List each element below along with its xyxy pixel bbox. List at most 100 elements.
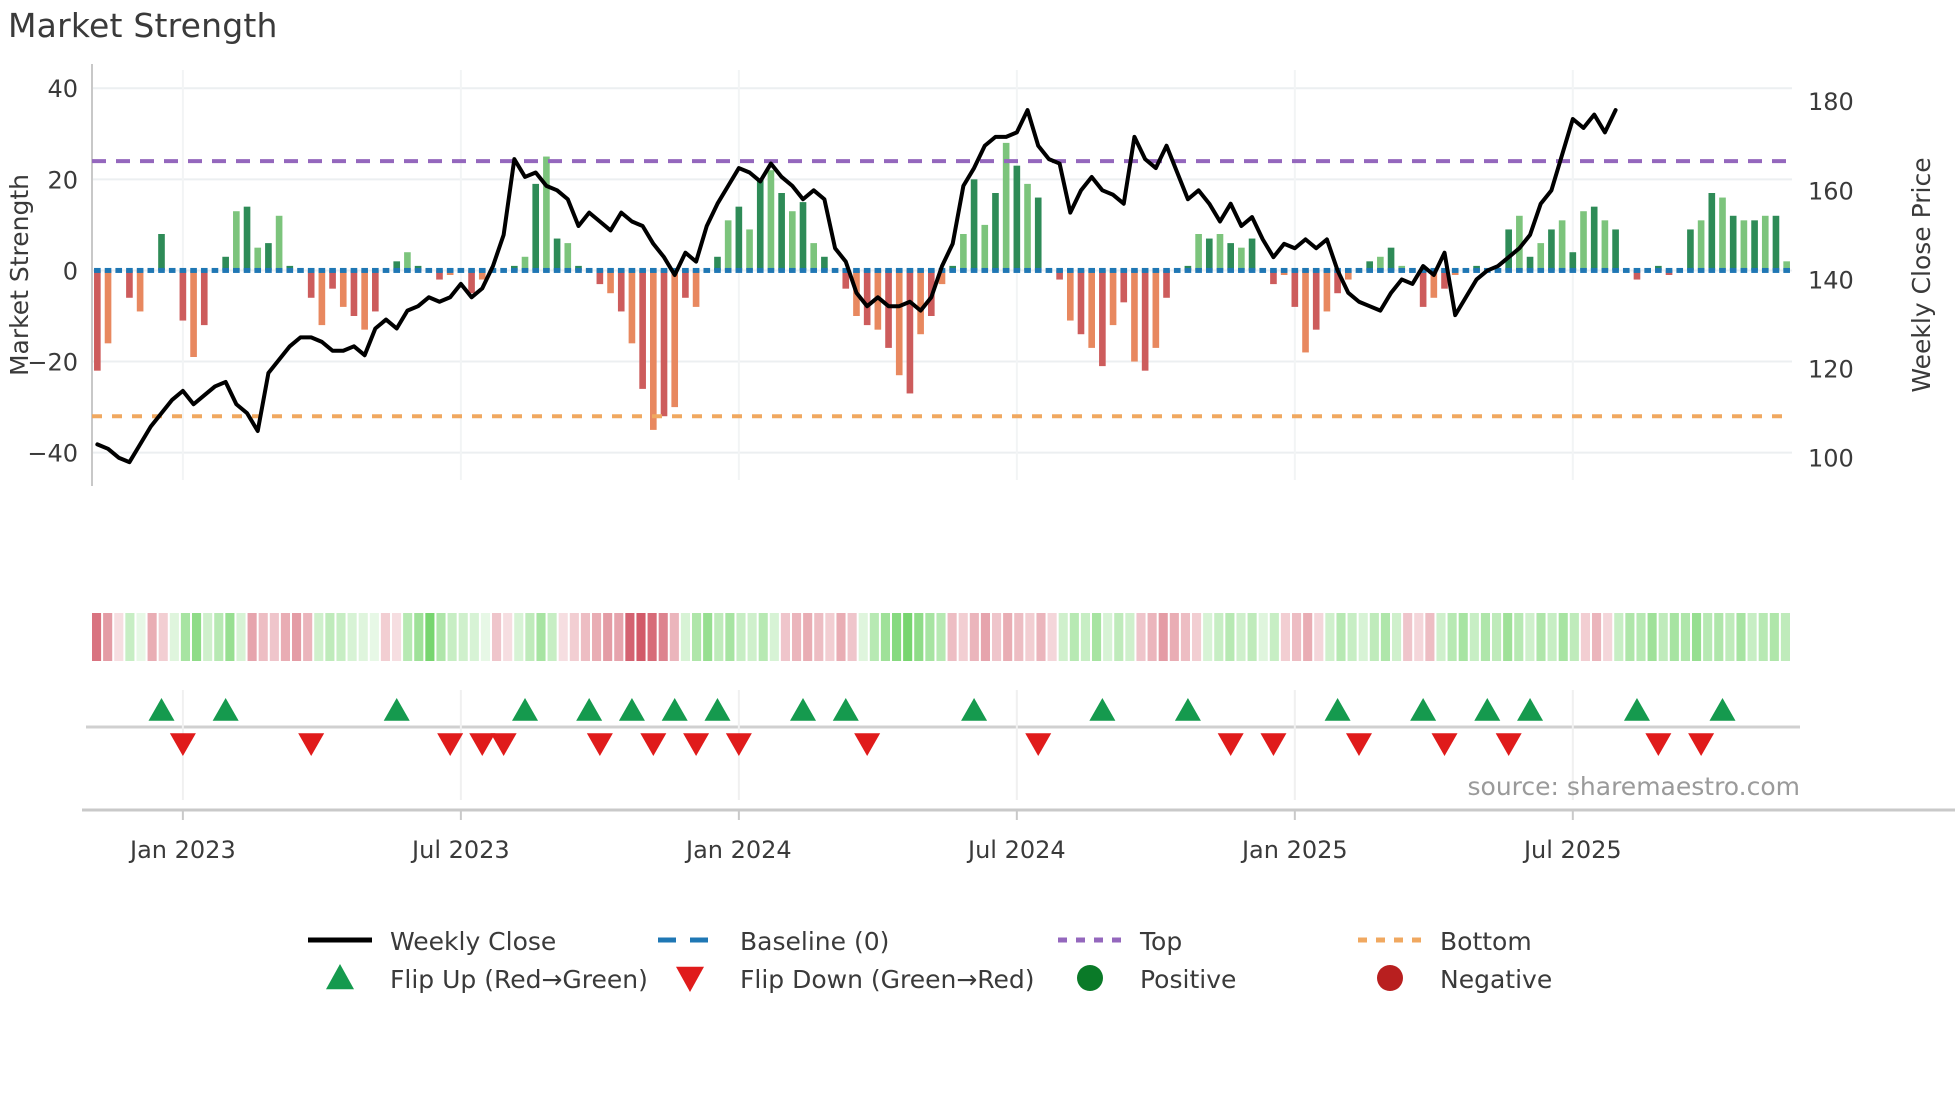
flip-down-marker (169, 733, 196, 756)
flip-up-marker (1089, 698, 1116, 721)
strength-bar (468, 270, 475, 294)
flip-up-marker (1174, 698, 1201, 721)
strength-bar (1783, 261, 1790, 271)
legend-item[interactable]: Baseline (0) (658, 927, 889, 956)
plot-area (91, 64, 1792, 486)
strength-bar (254, 247, 262, 271)
legend-item[interactable]: Positive (1077, 965, 1236, 994)
flip-markers (86, 690, 1800, 800)
heatmap-cell (1625, 613, 1635, 661)
legend-item[interactable]: Bottom (1358, 927, 1532, 956)
heatmap-cell (969, 613, 979, 661)
x-axis-tick-label: Jul 2023 (410, 836, 510, 864)
heatmap-cell (747, 613, 757, 661)
strength-bar (1377, 256, 1384, 271)
strength-bar (1687, 229, 1694, 271)
heatmap-cell (614, 613, 624, 661)
heatmap-cell (1269, 613, 1279, 661)
strength-bar (1430, 270, 1438, 298)
page-title: Market Strength (8, 6, 278, 45)
strength-bar (1516, 215, 1523, 271)
strength-bar (243, 206, 251, 271)
strength-bar (104, 270, 112, 344)
strength-bar (1056, 270, 1063, 280)
heatmap-cell (480, 613, 490, 661)
strength-bar (1270, 270, 1277, 285)
strength-bar (1580, 211, 1587, 271)
heatmap-cell (1636, 613, 1646, 661)
strength-bar (1387, 247, 1395, 271)
legend-label: Baseline (0) (740, 927, 889, 956)
heatmap-cell (603, 613, 613, 661)
strength-bar (190, 270, 197, 357)
y2-axis-title: Weekly Close Price (1907, 157, 1936, 392)
heatmap-cell (1058, 613, 1068, 661)
strength-bar (136, 270, 144, 312)
heatmap-cell (1503, 613, 1513, 661)
heatmap-cell (1069, 613, 1079, 661)
heatmap-cell (625, 613, 635, 661)
legend-label: Flip Up (Red→Green) (390, 965, 648, 994)
flip-down-marker (854, 733, 881, 756)
heatmap-cell (514, 613, 524, 661)
flip-up-marker (576, 698, 603, 721)
heatmap-cell (1592, 613, 1602, 661)
y2-axis-tick-label: 100 (1808, 445, 1854, 473)
heatmap-cell (492, 613, 502, 661)
strength-bar (126, 270, 133, 298)
strength-bar (1195, 234, 1202, 271)
heatmap-cell (1203, 613, 1213, 661)
strength-bar (1537, 243, 1545, 271)
strength-bar (372, 270, 379, 312)
strength-bar (233, 211, 240, 271)
legend-item[interactable]: Top (1058, 927, 1182, 956)
strength-bar (660, 270, 668, 417)
heatmap-cell (703, 613, 713, 661)
heatmap-cell (936, 613, 946, 661)
legend-item[interactable]: Flip Up (Red→Green) (326, 964, 648, 994)
legend-item[interactable]: Flip Down (Green→Red) (676, 965, 1035, 994)
heatmap-cell (914, 613, 924, 661)
heatmap-cell (925, 613, 935, 661)
heatmap-cell (536, 613, 546, 661)
legend-item[interactable]: Weekly Close (308, 927, 556, 956)
heatmap-cell (314, 613, 324, 661)
strength-bar (671, 270, 679, 408)
legend-dot-swatch (1377, 965, 1403, 991)
heatmap-cell (358, 613, 368, 661)
strength-bar (714, 256, 721, 271)
legend-item[interactable]: Negative (1377, 965, 1552, 994)
heatmap-cell (1325, 613, 1335, 661)
heatmap-cell (658, 613, 668, 661)
strength-bar (222, 256, 229, 271)
flip-up-marker (618, 698, 645, 721)
legend-label: Bottom (1440, 927, 1532, 956)
heatmap-cell (1780, 613, 1790, 661)
strength-bar (1227, 243, 1234, 271)
strength-bar (607, 270, 614, 294)
strength-bar (361, 270, 368, 330)
heatmap-cell (92, 613, 102, 661)
flip-down-marker (640, 733, 667, 756)
heatmap-cell (1380, 613, 1390, 661)
flip-up-marker (1474, 698, 1501, 721)
strength-bar (1141, 270, 1149, 371)
heatmap-cell (1136, 613, 1146, 661)
flip-up-marker (212, 698, 239, 721)
heatmap-cell (280, 613, 290, 661)
strength-bar (1505, 229, 1512, 271)
heatmap-cell (1336, 613, 1346, 661)
legend-label: Negative (1440, 965, 1552, 994)
heatmap-cell (158, 613, 168, 661)
strength-bar (981, 224, 989, 271)
heatmap-cell (1236, 613, 1246, 661)
heatmap-cell (469, 613, 479, 661)
y2-axis-tick-label: 160 (1808, 177, 1854, 205)
heatmap-cell (1003, 613, 1013, 661)
y-axis-tick-label: 20 (47, 166, 78, 194)
strength-bar (842, 270, 850, 289)
heatmap-cell (569, 613, 579, 661)
strength-bar (724, 220, 732, 271)
strength-bar (821, 256, 828, 271)
